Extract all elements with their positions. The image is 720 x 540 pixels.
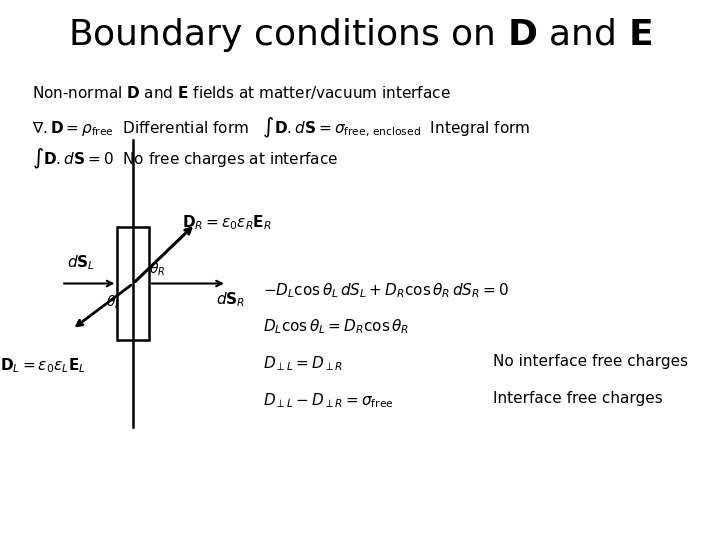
Text: Boundary conditions on $\mathbf{D}$ and $\mathbf{E}$: Boundary conditions on $\mathbf{D}$ and … xyxy=(68,16,652,54)
Text: $\theta_R$: $\theta_R$ xyxy=(149,261,166,278)
Text: $\mathbf{D}_R = \varepsilon_0\varepsilon_R\mathbf{E}_R$: $\mathbf{D}_R = \varepsilon_0\varepsilon… xyxy=(182,213,272,232)
Text: No interface free charges: No interface free charges xyxy=(493,354,688,369)
Text: $\mathbf{D}_L = \varepsilon_0\varepsilon_L\mathbf{E}_L$: $\mathbf{D}_L = \varepsilon_0\varepsilon… xyxy=(0,356,86,375)
Text: $D_{\perp L} = D_{\perp R}$: $D_{\perp L} = D_{\perp R}$ xyxy=(263,354,343,373)
Text: $D_{\perp L} - D_{\perp R} = \sigma_{\mathrm{free}}$: $D_{\perp L} - D_{\perp R} = \sigma_{\ma… xyxy=(263,391,394,410)
Text: $d\mathbf{S}_L$: $d\mathbf{S}_L$ xyxy=(67,253,96,272)
Text: $-D_L \cos\theta_L\, dS_L + D_R \cos\theta_R\, dS_R = 0$: $-D_L \cos\theta_L\, dS_L + D_R \cos\the… xyxy=(263,281,508,300)
Text: Interface free charges: Interface free charges xyxy=(493,391,663,406)
Text: $\int \mathbf{D}.d\mathbf{S} = 0$  No free charges at interface: $\int \mathbf{D}.d\mathbf{S} = 0$ No fre… xyxy=(32,147,338,171)
Text: $\nabla.\mathbf{D} = \rho_{\mathrm{free}}$  Differential form   $\int \mathbf{D}: $\nabla.\mathbf{D} = \rho_{\mathrm{free}… xyxy=(32,116,531,140)
Bar xyxy=(117,227,149,340)
Text: $D_L \cos\theta_L = D_R \cos\theta_R$: $D_L \cos\theta_L = D_R \cos\theta_R$ xyxy=(263,318,409,336)
Text: $\theta_L$: $\theta_L$ xyxy=(106,293,121,310)
Text: $d\mathbf{S}_R$: $d\mathbf{S}_R$ xyxy=(216,290,246,309)
Text: Non-normal $\mathbf{D}$ and $\mathbf{E}$ fields at matter/vacuum interface: Non-normal $\mathbf{D}$ and $\mathbf{E}$… xyxy=(32,84,451,100)
